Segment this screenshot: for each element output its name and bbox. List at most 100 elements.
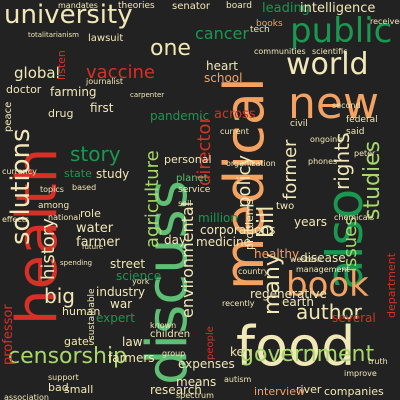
word-theories: theories — [118, 1, 155, 11]
word-street: street — [110, 257, 146, 271]
word-leading: leading — [262, 1, 310, 16]
word-science: science — [116, 269, 162, 283]
word-people: people — [205, 326, 216, 360]
word-board: board — [226, 1, 252, 11]
word-peter: peter — [354, 149, 376, 158]
word-management: management — [296, 265, 350, 274]
word-york: york — [132, 277, 150, 286]
word-environmental: environmental — [178, 201, 197, 318]
word-federal: federal — [346, 115, 378, 125]
word-censorship: censorship — [8, 344, 128, 369]
word-corporations: corporations — [200, 223, 276, 237]
word-role: role — [80, 207, 101, 220]
word-communities: communities — [254, 47, 306, 56]
word-healthy: healthy — [254, 247, 300, 261]
word-national: national — [48, 213, 81, 222]
word-improve: improve — [344, 369, 377, 378]
word-mandates: mandates — [58, 1, 98, 10]
word-interview: interview — [254, 385, 305, 398]
word-human: human — [62, 305, 101, 318]
word-civil: civil — [290, 119, 308, 129]
word-support: support — [48, 373, 79, 382]
word-story: story — [70, 142, 121, 166]
word-water: water — [76, 221, 114, 236]
word-journalist: journalist — [86, 77, 124, 86]
word-planet: planet — [176, 173, 208, 184]
word-intelligence: intelligence — [300, 1, 376, 16]
word-book: book — [286, 265, 369, 305]
word-second: second — [332, 101, 361, 110]
word-western: western — [290, 255, 322, 264]
word-ken: ken — [230, 345, 252, 359]
word-soil: soil — [178, 199, 192, 208]
word-day: day — [164, 233, 187, 247]
word-based: based — [72, 183, 97, 192]
word-sustainable: sustainable — [87, 288, 97, 340]
word-author: author — [296, 300, 362, 324]
word-topics: topics — [40, 185, 64, 194]
word-currency: currency — [2, 167, 37, 176]
word-big: big — [44, 284, 75, 308]
word-personal: personal — [164, 153, 212, 166]
word-expert: expert — [96, 311, 135, 325]
word-world: world — [286, 47, 369, 82]
word-food: food — [236, 315, 356, 378]
word-current: current — [220, 127, 249, 136]
word-law: law — [122, 335, 143, 349]
word-solutions: solutions — [6, 128, 36, 245]
word-said: said — [346, 127, 365, 137]
word-study: study — [96, 167, 130, 181]
word-first: first — [90, 101, 114, 115]
word-autism: autism — [224, 375, 252, 384]
word-former: former — [280, 139, 301, 200]
word-senator: senator — [172, 1, 210, 12]
word-across: across — [214, 107, 256, 122]
word-research: research — [150, 383, 202, 397]
word-group: group — [162, 349, 186, 358]
word-government: government — [240, 342, 375, 367]
word-country: country — [238, 267, 269, 276]
word-spending: spending — [60, 259, 93, 267]
word-known: known — [150, 321, 177, 330]
word-university: university — [4, 0, 133, 30]
word-service: service — [178, 185, 211, 195]
word-lawsuit: lawsuit — [88, 33, 124, 44]
word-several: several — [332, 311, 376, 325]
word-war: war — [110, 297, 133, 311]
word-river: river — [296, 383, 322, 396]
word-among: among — [38, 201, 70, 211]
word-state: state — [64, 167, 92, 180]
word-million: million — [198, 211, 238, 225]
word-farming: farming — [50, 85, 97, 99]
word-department: department — [385, 252, 398, 318]
word-organization: organization — [226, 159, 276, 168]
word-effects: effects — [2, 215, 30, 224]
word-two: two — [276, 201, 295, 212]
word-years: years — [294, 215, 328, 229]
word-history: history — [38, 218, 59, 280]
word-tech: tech — [250, 25, 270, 35]
word-companies: companies — [324, 385, 384, 398]
word-books: books — [256, 19, 283, 29]
word-pandemic: pandemic — [150, 109, 210, 123]
word-spectrum: spectrum — [176, 391, 214, 400]
word-vaccine: vaccine — [86, 62, 155, 83]
word-new: new — [288, 78, 379, 129]
word-association: association — [4, 393, 49, 400]
word-ongoing: ongoing — [310, 135, 343, 144]
word-truth: truth — [368, 357, 388, 366]
word-doctor: doctor — [6, 83, 42, 96]
word-regenerative: regenerative — [250, 287, 327, 301]
word-school: school — [204, 71, 243, 85]
word-phones: phones — [308, 157, 338, 166]
word-problems: problems — [243, 198, 256, 250]
word-received: received — [370, 17, 400, 26]
word-cancer: cancer — [195, 24, 249, 43]
word-gates: gates — [64, 335, 95, 348]
word-farmers: farmers — [108, 351, 155, 365]
word-future: future — [82, 243, 104, 251]
word-disease: disease — [300, 251, 346, 265]
word-scientific: scientific — [312, 47, 348, 56]
word-public: public — [290, 11, 393, 51]
